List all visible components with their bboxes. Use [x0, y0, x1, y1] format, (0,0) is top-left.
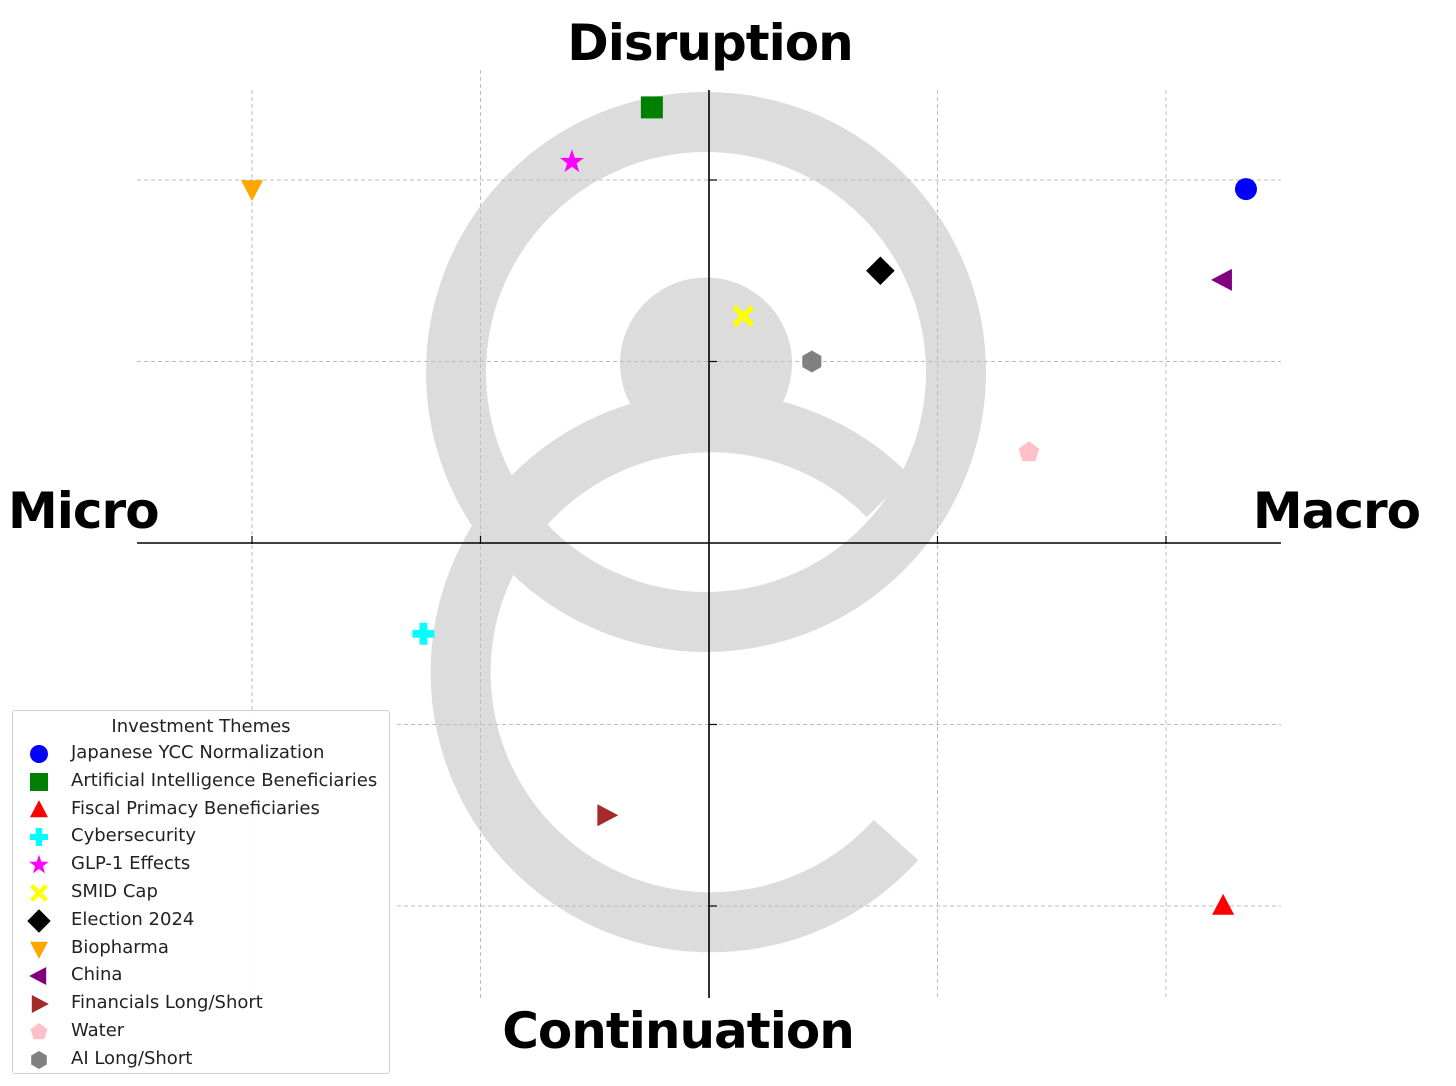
- legend-item: Financials Long/Short: [13, 989, 389, 1017]
- marker-election-2024: [866, 256, 895, 286]
- legend-marker-shape: [30, 799, 48, 817]
- legend-item: Artificial Intelligence Beneficiaries: [13, 767, 389, 795]
- watermark-head: [620, 277, 792, 412]
- legend-marker-icon: [30, 883, 48, 902]
- legend-marker-icon: [27, 909, 51, 933]
- axis-title-left: Micro: [8, 482, 160, 540]
- marker-biopharma: [241, 180, 263, 202]
- marker-financials-long-short: [597, 804, 619, 827]
- legend-marker-shape: [30, 828, 48, 847]
- legend-label: China: [71, 964, 123, 986]
- legend-label: Financials Long/Short: [71, 992, 263, 1014]
- legend-item: Election 2024: [13, 906, 389, 934]
- legend-label: Election 2024: [71, 908, 195, 930]
- legend-item: Cybersecurity: [13, 822, 389, 850]
- legend-label: SMID Cap: [71, 880, 158, 902]
- legend-items: Japanese YCC Normalization Artificial Int…: [13, 739, 389, 1073]
- data-markers: [241, 96, 1257, 915]
- legend-marker-shape: [30, 772, 48, 791]
- legend-label: GLP-1 Effects: [71, 853, 191, 875]
- marker-china: [1211, 268, 1232, 291]
- marker-fiscal-primacy-beneficiaries: [1212, 893, 1235, 915]
- legend-item: Water: [13, 1017, 389, 1045]
- legend-label: Biopharma: [71, 936, 169, 958]
- axis-lines: [137, 90, 1281, 998]
- legend-marker-shape: [31, 995, 49, 1014]
- legend-marker-shape: [30, 883, 48, 902]
- legend-marker-icon: [29, 967, 47, 986]
- legend-marker-icon: [29, 854, 49, 874]
- legend-marker-shape: [29, 854, 49, 874]
- marker-japanese-ycc-normalization: [1234, 178, 1257, 201]
- legend-label: Japanese YCC Normalization: [71, 742, 325, 763]
- legend-marker-icon: [30, 799, 48, 817]
- legend-marker-shape: [29, 967, 47, 986]
- legend-marker-icon: [31, 1050, 47, 1069]
- axis-title-right: Macro: [1252, 482, 1421, 540]
- legend-item: GLP-1 Effects: [13, 850, 389, 878]
- axis-title-bottom: Continuation: [502, 1002, 855, 1060]
- legend-item: SMID Cap: [13, 878, 389, 906]
- legend-title: Investment Themes: [111, 716, 291, 737]
- legend: Investment Themes Japanese YCC Normaliza…: [12, 710, 390, 1074]
- legend-marker-icon: [30, 1022, 48, 1040]
- marker-cybersecurity: [412, 622, 435, 645]
- watermark-outer-ring: [426, 92, 986, 652]
- marker-ai-long-short: [802, 350, 822, 373]
- legend-label: Cybersecurity: [71, 825, 196, 847]
- axis-title-top: Disruption: [567, 14, 853, 72]
- legend-item: China: [13, 961, 389, 989]
- legend-item: AI Long/Short: [13, 1045, 389, 1073]
- legend-marker-shape: [31, 1050, 47, 1069]
- marker-artificial-intelligence-beneficiaries: [640, 96, 663, 119]
- watermark-logo: [426, 92, 986, 953]
- marker-water: [1018, 441, 1040, 462]
- legend-marker-shape: [27, 909, 51, 933]
- legend-marker-icon: [31, 995, 49, 1014]
- legend-label: AI Long/Short: [71, 1047, 193, 1069]
- axis-ticks: [251, 179, 1167, 907]
- legend-marker-shape: [30, 941, 48, 959]
- legend-label: Water: [71, 1019, 125, 1041]
- legend-marker-icon: [30, 941, 48, 959]
- watermark-lower-arc: [430, 392, 919, 953]
- legend-label: Fiscal Primacy Beneficiaries: [71, 797, 320, 819]
- marker-smid-cap: [732, 305, 755, 328]
- legend-item: Japanese YCC Normalization: [13, 739, 389, 767]
- legend-marker-icon: [30, 745, 48, 763]
- legend-marker-icon: [30, 828, 48, 847]
- legend-label: Artificial Intelligence Beneficiaries: [71, 769, 378, 791]
- legend-marker-shape: [30, 1022, 48, 1040]
- legend-item: Fiscal Primacy Beneficiaries: [13, 795, 389, 823]
- legend-marker-icon: [30, 772, 48, 791]
- legend-marker-shape: [30, 745, 48, 763]
- legend-item: Biopharma: [13, 934, 389, 962]
- marker-glp-1-effects: [559, 149, 584, 173]
